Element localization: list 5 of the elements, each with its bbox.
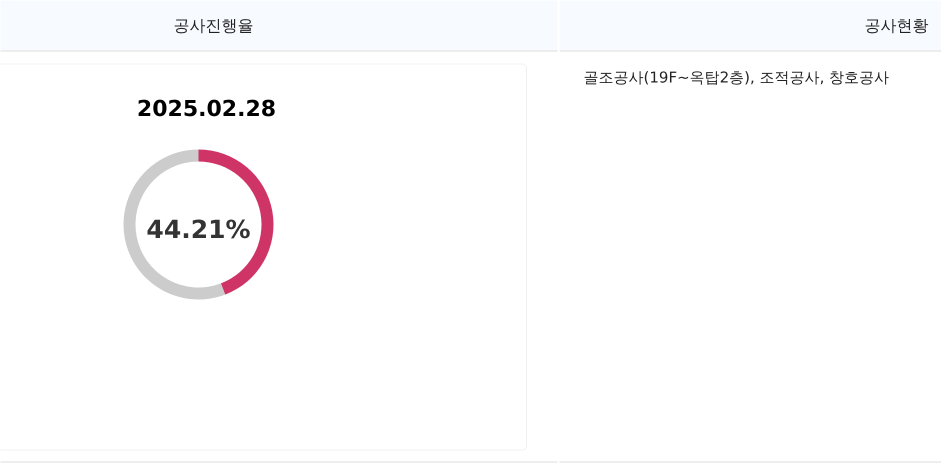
text: 44.21% xyxy=(146,215,251,244)
chart-title: 공사진행율 xyxy=(174,16,254,35)
chart-subtitle: 2025.02.28 xyxy=(136,97,276,122)
text: 공사현황 xyxy=(864,16,928,35)
text: 골조공사(19F~옥탑2층), 조적공사, 창호공사 xyxy=(584,68,890,86)
